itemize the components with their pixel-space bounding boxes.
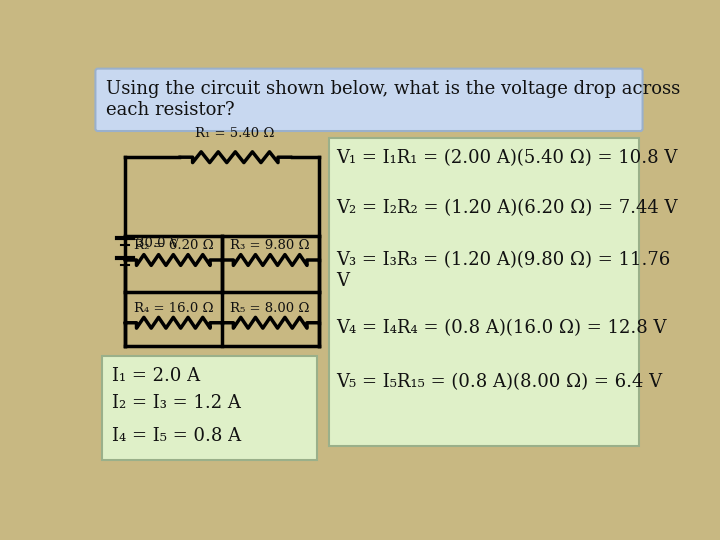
- Text: I₂ = I₃ = 1.2 A: I₂ = I₃ = 1.2 A: [112, 394, 240, 413]
- Text: R₄ = 16.0 Ω: R₄ = 16.0 Ω: [134, 302, 213, 315]
- Bar: [329, 138, 639, 446]
- FancyBboxPatch shape: [96, 69, 642, 131]
- Text: R₃ = 9.80 Ω: R₃ = 9.80 Ω: [230, 239, 310, 252]
- Text: V₁ = I₁R₁ = (2.00 A)(5.40 Ω) = 10.8 V: V₁ = I₁R₁ = (2.00 A)(5.40 Ω) = 10.8 V: [336, 150, 678, 167]
- Text: V₂ = I₂R₂ = (1.20 A)(6.20 Ω) = 7.44 V: V₂ = I₂R₂ = (1.20 A)(6.20 Ω) = 7.44 V: [336, 200, 678, 218]
- Text: 30.0 V: 30.0 V: [136, 237, 179, 251]
- Text: R₅ = 8.00 Ω: R₅ = 8.00 Ω: [230, 302, 310, 315]
- Text: V₄ = I₄R₄ = (0.8 A)(16.0 Ω) = 12.8 V: V₄ = I₄R₄ = (0.8 A)(16.0 Ω) = 12.8 V: [336, 319, 667, 337]
- Text: R₁ = 5.40 Ω: R₁ = 5.40 Ω: [195, 127, 274, 140]
- Text: V₃ = I₃R₃ = (1.20 A)(9.80 Ω) = 11.76
V: V₃ = I₃R₃ = (1.20 A)(9.80 Ω) = 11.76 V: [336, 251, 671, 290]
- Text: V₅ = I₅R₁₅ = (0.8 A)(8.00 Ω) = 6.4 V: V₅ = I₅R₁₅ = (0.8 A)(8.00 Ω) = 6.4 V: [336, 373, 662, 391]
- Text: I₁ = 2.0 A: I₁ = 2.0 A: [112, 367, 200, 384]
- Text: R₂ = 6.20 Ω: R₂ = 6.20 Ω: [133, 239, 213, 252]
- Bar: [102, 356, 317, 460]
- Text: I₄ = I₅ = 0.8 A: I₄ = I₅ = 0.8 A: [112, 427, 240, 445]
- Text: Using the circuit shown below, what is the voltage drop across
each resistor?: Using the circuit shown below, what is t…: [106, 80, 680, 119]
